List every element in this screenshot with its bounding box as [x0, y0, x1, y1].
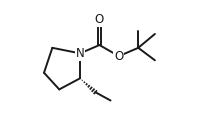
- Text: N: N: [76, 47, 84, 60]
- Text: O: O: [95, 13, 104, 26]
- Text: O: O: [114, 50, 123, 63]
